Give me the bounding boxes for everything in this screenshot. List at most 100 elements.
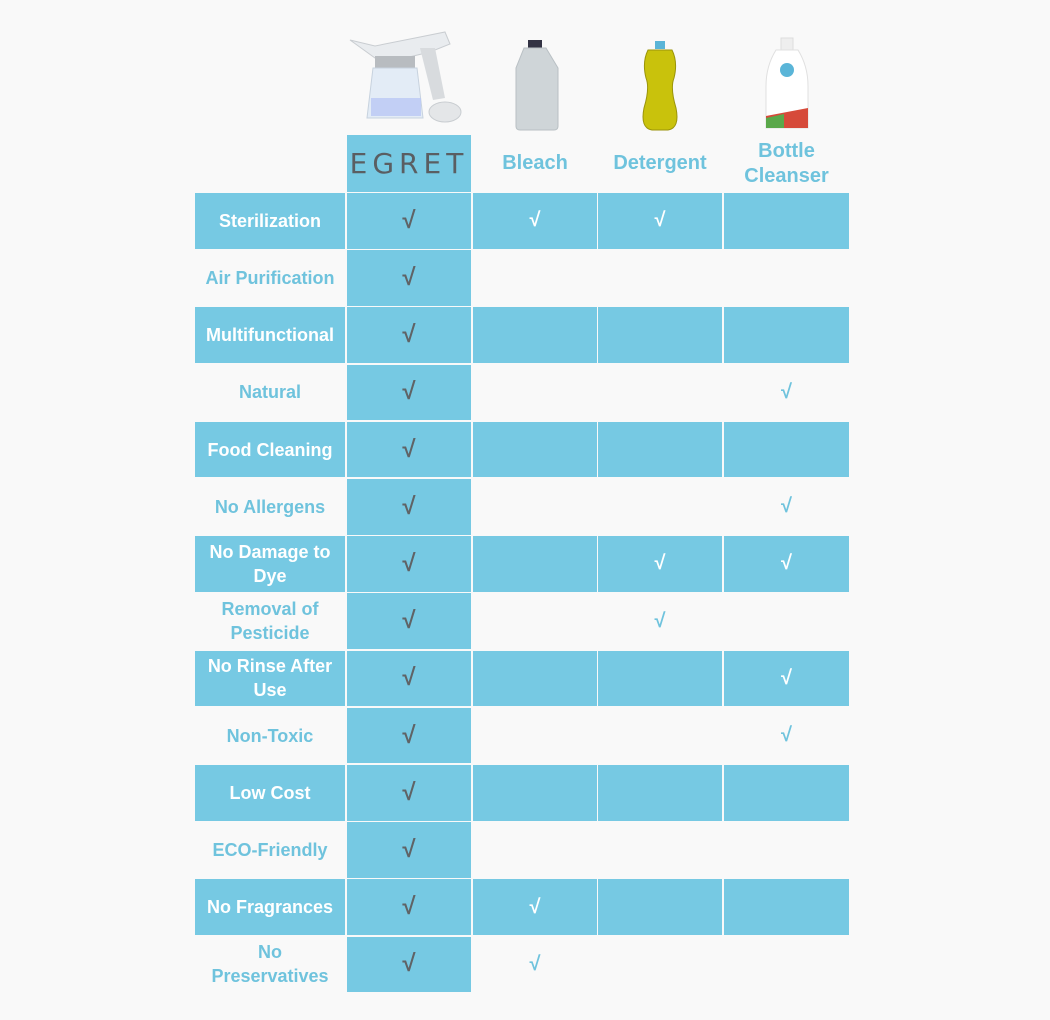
- check-icon: √: [781, 552, 792, 575]
- check-icon: √: [402, 435, 416, 463]
- cell-detergent: [598, 479, 722, 535]
- check-icon: √: [402, 778, 416, 806]
- column-header-bleach: Bleach: [502, 152, 568, 174]
- spray-device-image: [349, 31, 462, 123]
- check-icon: √: [402, 721, 416, 749]
- cell-bleach: [473, 708, 597, 764]
- row-label: No Allergens: [214, 496, 326, 517]
- row-label: Food Cleaning: [195, 421, 345, 478]
- cell-egret: √: [347, 479, 471, 535]
- cell-egret: √: [347, 879, 471, 935]
- check-icon: √: [402, 378, 416, 406]
- cell-detergent: [598, 937, 722, 993]
- check-icon: √: [529, 952, 541, 975]
- cell-bottle-cleanser: √: [724, 365, 849, 421]
- check-icon: √: [402, 492, 416, 520]
- check-icon: √: [654, 552, 666, 575]
- cell-bleach: [473, 822, 597, 878]
- cell-bottle-cleanser: [724, 307, 849, 363]
- cell-detergent: [598, 421, 722, 478]
- cell-bottle-cleanser: [724, 822, 849, 878]
- check-icon: √: [529, 895, 541, 918]
- cell-bleach: [473, 307, 597, 363]
- column-header-bottle-cleanser: Bottle Cleanser: [744, 139, 829, 187]
- cell-bottle-cleanser: √: [724, 650, 849, 707]
- cell-bleach: [473, 250, 597, 306]
- cell-detergent: [598, 708, 722, 764]
- cell-bleach: [473, 365, 597, 421]
- cell-detergent: [598, 250, 722, 306]
- cell-detergent: [598, 822, 722, 878]
- check-icon: √: [402, 607, 416, 635]
- cell-detergent: [598, 765, 722, 821]
- cell-bottle-cleanser: [724, 879, 849, 935]
- cell-bleach: [473, 479, 597, 535]
- cell-bottle-cleanser: [724, 193, 849, 249]
- check-icon: √: [654, 209, 666, 232]
- cell-bottle-cleanser: [724, 421, 849, 478]
- cell-egret: √: [347, 193, 471, 249]
- row-label: No Rinse After Use: [195, 650, 345, 707]
- cell-egret: √: [347, 650, 471, 707]
- cell-egret: √: [347, 307, 471, 363]
- cell-egret: √: [347, 593, 471, 649]
- cell-detergent: √: [598, 536, 722, 592]
- cell-detergent: [598, 307, 722, 363]
- column-header-detergent: Detergent: [613, 152, 707, 174]
- cell-bottle-cleanser: [724, 593, 849, 649]
- row-label: Non-Toxic: [226, 725, 314, 746]
- detergent-bottle-image: [642, 41, 678, 131]
- cell-egret: √: [347, 421, 471, 478]
- cell-egret: √: [347, 536, 471, 592]
- check-icon: √: [402, 664, 416, 692]
- row-label: No Damage to Dye: [195, 536, 345, 592]
- cell-bottle-cleanser: √: [724, 479, 849, 535]
- check-icon: √: [402, 835, 416, 863]
- check-icon: √: [781, 724, 792, 747]
- check-icon: √: [402, 206, 416, 234]
- check-icon: √: [781, 380, 792, 403]
- cell-egret: √: [347, 250, 471, 306]
- cell-detergent: [598, 879, 722, 935]
- row-label: Multifunctional: [195, 307, 345, 363]
- row-label: Low Cost: [195, 765, 345, 821]
- cell-bleach: √: [473, 879, 597, 935]
- column-header-egret: EGRET: [347, 135, 471, 192]
- cell-bottle-cleanser: √: [724, 708, 849, 764]
- check-icon: √: [402, 549, 416, 577]
- row-label: No Preservatives: [211, 942, 329, 987]
- cell-egret: √: [347, 707, 471, 764]
- cell-detergent: √: [598, 193, 722, 249]
- row-label: Removal of Pesticide: [221, 599, 319, 644]
- cell-detergent: √: [598, 593, 722, 649]
- cell-bleach: [473, 421, 597, 478]
- cell-bottle-cleanser: √: [724, 536, 849, 592]
- cell-bottle-cleanser: [724, 765, 849, 821]
- cell-bottle-cleanser: [724, 937, 849, 993]
- row-label: Sterilization: [195, 193, 345, 249]
- bleach-jug-image: [515, 40, 559, 131]
- check-icon: √: [529, 209, 541, 232]
- check-icon: √: [781, 495, 792, 518]
- cell-bleach: √: [473, 193, 597, 249]
- cell-bleach: [473, 650, 597, 707]
- check-icon: √: [402, 950, 416, 978]
- cell-detergent: [598, 650, 722, 707]
- row-label: ECO-Friendly: [212, 839, 328, 860]
- row-label: Natural: [238, 382, 301, 403]
- cell-egret: √: [347, 765, 471, 821]
- bottle-cleanser-image: [765, 37, 809, 129]
- check-icon: √: [402, 893, 416, 921]
- row-label: Air Purification: [205, 267, 335, 288]
- check-icon: √: [781, 666, 792, 689]
- cell-bleach: [473, 536, 597, 592]
- check-icon: √: [402, 263, 416, 291]
- cell-detergent: [598, 365, 722, 421]
- cell-bleach: [473, 765, 597, 821]
- cell-egret: √: [347, 364, 471, 421]
- cell-egret: √: [347, 822, 471, 878]
- row-label: No Fragrances: [195, 879, 345, 935]
- cell-egret: √: [347, 936, 471, 993]
- cell-bleach: √: [473, 937, 597, 993]
- check-icon: √: [402, 321, 416, 349]
